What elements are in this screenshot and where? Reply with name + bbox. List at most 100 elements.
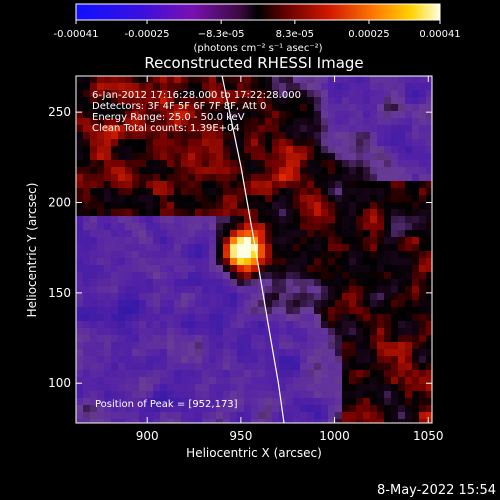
heatmap-cell — [118, 363, 126, 371]
heatmap-cell — [160, 307, 168, 315]
heatmap-cell — [146, 398, 154, 406]
heatmap-cell — [76, 384, 84, 392]
heatmap-cell — [195, 279, 203, 287]
heatmap-cell — [370, 272, 378, 280]
heatmap-cell — [377, 419, 385, 423]
heatmap-cell — [258, 216, 266, 224]
heatmap-cell — [335, 125, 343, 133]
heatmap-cell — [335, 90, 343, 98]
heatmap-cell — [188, 244, 196, 252]
heatmap-cell — [237, 286, 245, 294]
heatmap-cell — [139, 265, 147, 273]
heatmap-cell — [237, 216, 245, 224]
heatmap-cell — [314, 160, 322, 168]
heatmap-cell — [328, 349, 336, 357]
heatmap-cell — [265, 195, 273, 203]
heatmap-cell — [384, 370, 392, 378]
heatmap-cell — [405, 321, 413, 329]
heatmap-cell — [237, 272, 245, 280]
heatmap-cell — [153, 398, 161, 406]
heatmap-cell — [391, 202, 399, 210]
heatmap-cell — [216, 230, 224, 238]
heatmap-cell — [90, 216, 98, 224]
heatmap-cell — [139, 412, 147, 420]
heatmap-cell — [356, 258, 364, 266]
heatmap-cell — [426, 398, 432, 406]
heatmap-cell — [202, 209, 210, 217]
heatmap-cell — [181, 111, 189, 119]
heatmap-cell — [363, 237, 371, 245]
heatmap-cell — [97, 251, 105, 259]
heatmap-cell — [412, 314, 420, 322]
heatmap-cell — [181, 314, 189, 322]
heatmap-cell — [272, 272, 280, 280]
heatmap-cell — [279, 167, 287, 175]
heatmap-cell — [293, 209, 301, 217]
heatmap-cell — [111, 202, 119, 210]
heatmap-cell — [111, 258, 119, 266]
heatmap-cell — [244, 174, 252, 182]
heatmap-cell — [426, 237, 432, 245]
heatmap-cell — [132, 300, 140, 308]
heatmap-cell — [132, 90, 140, 98]
heatmap-cell — [244, 83, 252, 91]
heatmap-cell — [265, 419, 273, 423]
heatmap-cell — [391, 300, 399, 308]
heatmap-cell — [293, 118, 301, 126]
heatmap-cell — [174, 251, 182, 259]
heatmap-cell — [230, 153, 238, 161]
heatmap-cell — [377, 356, 385, 364]
heatmap-cell — [398, 160, 406, 168]
heatmap-cell — [195, 391, 203, 399]
heatmap-cell — [167, 237, 175, 245]
heatmap-cell — [342, 139, 350, 147]
heatmap-cell — [321, 398, 329, 406]
heatmap-cell — [251, 174, 259, 182]
heatmap-cell — [426, 419, 432, 423]
heatmap-cell — [258, 307, 266, 315]
heatmap-cell — [412, 223, 420, 231]
heatmap-cell — [90, 265, 98, 273]
heatmap-cell — [258, 405, 266, 413]
heatmap-cell — [377, 111, 385, 119]
heatmap-cell — [223, 125, 231, 133]
heatmap-cell — [328, 237, 336, 245]
heatmap-cell — [251, 419, 259, 423]
heatmap-cell — [328, 279, 336, 287]
heatmap-cell — [377, 118, 385, 126]
heatmap-cell — [293, 188, 301, 196]
heatmap-cell — [146, 391, 154, 399]
heatmap-cell — [405, 293, 413, 301]
heatmap-cell — [251, 167, 259, 175]
heatmap-cell — [279, 251, 287, 259]
heatmap-cell — [265, 251, 273, 259]
heatmap-cell — [419, 209, 427, 217]
heatmap-cell — [258, 370, 266, 378]
heatmap-cell — [265, 405, 273, 413]
heatmap-cell — [153, 342, 161, 350]
heatmap-cell — [377, 370, 385, 378]
heatmap-cell — [174, 363, 182, 371]
heatmap-cell — [405, 223, 413, 231]
heatmap-cell — [356, 244, 364, 252]
heatmap-cell — [244, 244, 252, 252]
heatmap-cell — [321, 328, 329, 336]
heatmap-cell — [146, 132, 154, 140]
heatmap-cell — [244, 419, 252, 423]
heatmap-cell — [139, 160, 147, 168]
heatmap-cell — [118, 370, 126, 378]
heatmap-cell — [349, 384, 357, 392]
heatmap-cell — [286, 377, 294, 385]
heatmap-cell — [153, 195, 161, 203]
heatmap-cell — [412, 139, 420, 147]
heatmap-cell — [363, 356, 371, 364]
heatmap-cell — [328, 146, 336, 154]
heatmap-cell — [181, 97, 189, 105]
heatmap-cell — [307, 300, 315, 308]
generated-date: 8-May-2022 15:54 — [377, 483, 496, 498]
heatmap-cell — [90, 125, 98, 133]
heatmap-cell — [272, 97, 280, 105]
heatmap-cell — [377, 216, 385, 224]
heatmap-cell — [426, 384, 432, 392]
